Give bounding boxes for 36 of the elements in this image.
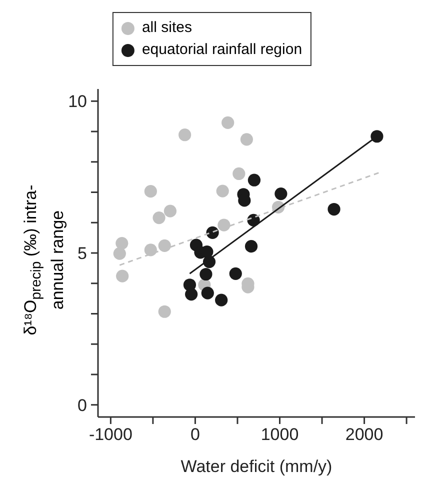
point	[144, 185, 157, 198]
point	[328, 202, 340, 216]
point	[158, 305, 171, 318]
x-axis-title: Water deficit (mm/y)	[180, 457, 332, 476]
point	[185, 288, 198, 301]
point	[274, 187, 288, 200]
point	[248, 174, 261, 186]
point	[222, 116, 234, 130]
point	[144, 244, 157, 256]
point	[178, 128, 192, 142]
point	[229, 267, 242, 280]
point	[116, 270, 129, 282]
point	[232, 167, 246, 180]
point	[113, 247, 126, 260]
y-tick-label: 5	[78, 244, 87, 264]
x-tick-label: 0	[190, 425, 200, 444]
legend-label: equatorial rainfall region	[142, 40, 302, 60]
point	[370, 130, 384, 143]
point	[216, 184, 229, 198]
y-tick-label: 0	[78, 396, 87, 415]
point	[218, 218, 230, 232]
x-tick-label: 2000	[345, 425, 384, 444]
point	[116, 236, 128, 250]
y-tick-label: 10	[68, 92, 87, 112]
point	[200, 268, 212, 281]
point	[201, 286, 214, 300]
point	[164, 204, 176, 218]
point	[244, 240, 258, 253]
point	[158, 239, 171, 252]
point	[240, 133, 253, 146]
point	[206, 226, 219, 239]
point	[215, 294, 228, 306]
x-tick-label: 1000	[260, 425, 299, 444]
point	[152, 211, 166, 224]
x-tick-label: -1000	[88, 425, 132, 444]
legend-label: all sites	[142, 18, 192, 38]
